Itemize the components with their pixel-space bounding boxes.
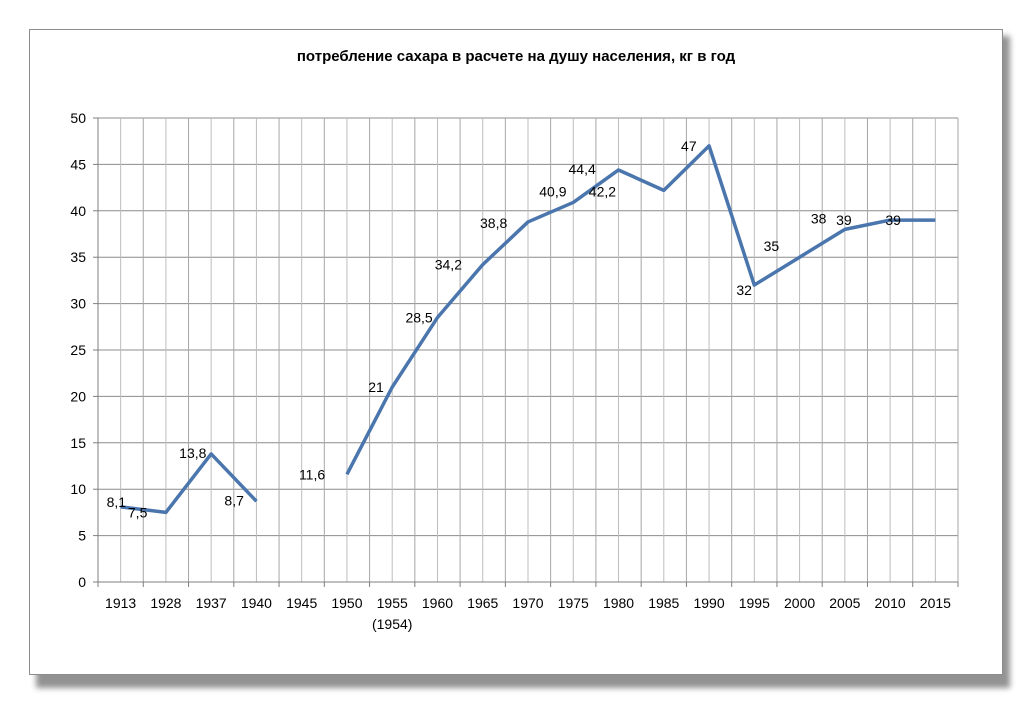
x-tick-label: 1945 <box>286 595 317 611</box>
y-tick-label: 10 <box>70 481 86 497</box>
data-label: 44,4 <box>569 161 596 177</box>
x-tick-label: 1913 <box>105 595 136 611</box>
x-tick-label: 1965 <box>467 595 498 611</box>
data-label: 38,8 <box>480 215 507 231</box>
x-tick-label: 1970 <box>512 595 543 611</box>
x-tick-label: 1990 <box>693 595 724 611</box>
data-label: 40,9 <box>539 183 566 199</box>
y-tick-label: 15 <box>70 435 86 451</box>
x-tick-label: 1937 <box>196 595 227 611</box>
data-label: 39 <box>885 212 901 228</box>
x-tick-sublabel: (1954) <box>372 616 412 632</box>
data-label: 8,7 <box>224 492 244 508</box>
data-label: 35 <box>764 238 780 254</box>
y-tick-label: 40 <box>70 203 86 219</box>
x-tick-label: 1995 <box>739 595 770 611</box>
y-tick-label: 25 <box>70 342 86 358</box>
x-tick-label: 2015 <box>920 595 951 611</box>
data-label: 38 <box>811 210 827 226</box>
data-label: 7,5 <box>128 504 148 520</box>
data-label: 21 <box>368 379 384 395</box>
x-tick-label: 1975 <box>558 595 589 611</box>
data-label: 28,5 <box>405 310 432 326</box>
x-tick-label: 1940 <box>241 595 272 611</box>
data-label: 8,1 <box>107 494 127 510</box>
x-tick-label: 1960 <box>422 595 453 611</box>
chart-title: потребление сахара в расчете на душу нас… <box>296 48 736 65</box>
data-label: 11,6 <box>299 466 325 482</box>
y-tick-label: 50 <box>70 110 86 126</box>
series-line <box>345 144 936 476</box>
y-tick-label: 45 <box>70 156 86 172</box>
y-tick-label: 30 <box>70 296 86 312</box>
y-tick-label: 20 <box>70 388 86 404</box>
data-label: 34,2 <box>435 257 462 273</box>
data-label: 13,8 <box>179 445 206 461</box>
data-label: 39 <box>836 212 852 228</box>
data-label: 47 <box>681 138 697 154</box>
x-tick-label: 1950 <box>331 595 362 611</box>
y-tick-label: 5 <box>78 528 86 544</box>
x-tick-label: 1928 <box>150 595 181 611</box>
data-label: 32 <box>736 282 752 298</box>
y-tick-label: 0 <box>78 574 86 590</box>
y-tick-label: 35 <box>70 249 86 265</box>
series-line <box>120 452 258 515</box>
x-tick-label: 2010 <box>875 595 906 611</box>
x-tick-label: 1955 <box>377 595 408 611</box>
x-tick-label: 1985 <box>648 595 679 611</box>
x-tick-label: 2000 <box>784 595 815 611</box>
data-label: 42,2 <box>589 183 616 199</box>
x-tick-label: 2005 <box>829 595 860 611</box>
x-tick-label: 1980 <box>603 595 634 611</box>
